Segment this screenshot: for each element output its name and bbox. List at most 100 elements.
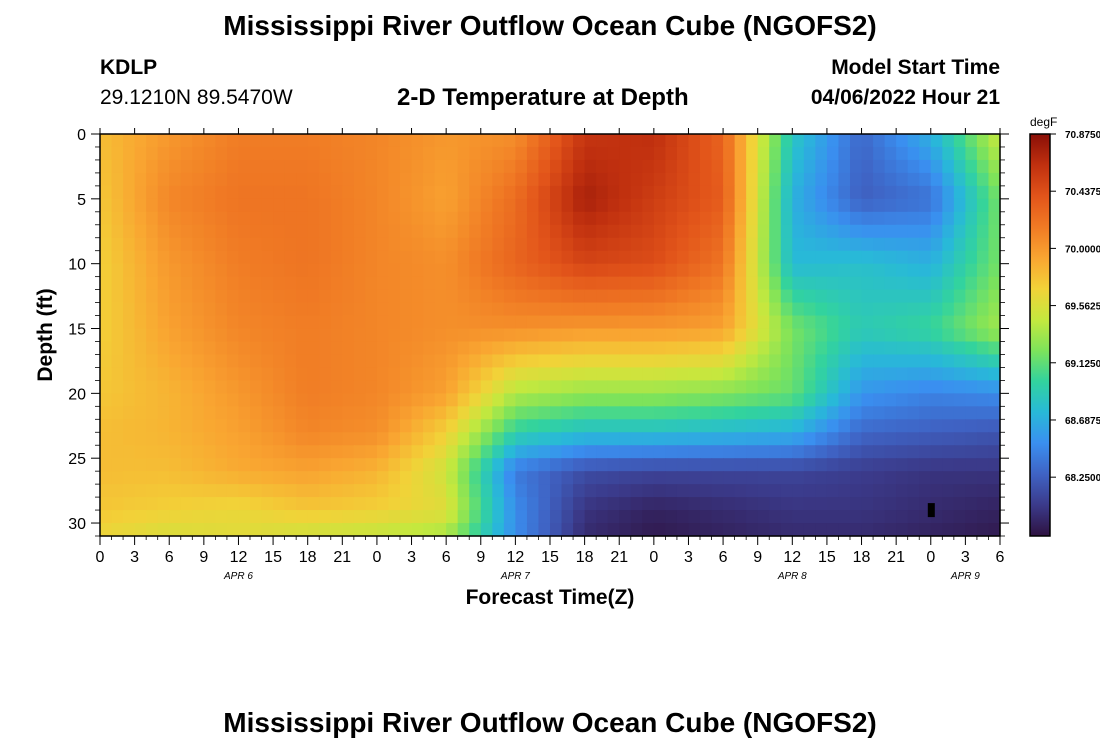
heatmap-cell bbox=[457, 172, 470, 187]
heatmap-cell bbox=[953, 341, 966, 356]
heatmap-cell bbox=[123, 458, 136, 472]
heatmap-cell bbox=[226, 523, 240, 537]
heatmap-cell bbox=[988, 302, 1001, 317]
heatmap-cell bbox=[215, 289, 228, 304]
heatmap-cell bbox=[215, 471, 228, 485]
heatmap-cell bbox=[838, 419, 851, 433]
heatmap-cell bbox=[850, 211, 863, 226]
heatmap-cell bbox=[723, 354, 736, 369]
heatmap-cell bbox=[111, 198, 124, 213]
heatmap-cell bbox=[792, 134, 805, 148]
heatmap-cell bbox=[157, 159, 170, 174]
heatmap-cell bbox=[896, 458, 909, 472]
heatmap-cell bbox=[642, 289, 655, 304]
heatmap-cell bbox=[607, 185, 620, 200]
heatmap-cell bbox=[434, 471, 447, 485]
heatmap-cell bbox=[469, 484, 482, 498]
heatmap-cell bbox=[573, 471, 586, 485]
heatmap-cell bbox=[953, 432, 966, 446]
heatmap-cell bbox=[457, 432, 470, 446]
heatmap-cell bbox=[619, 276, 632, 291]
heatmap-cell bbox=[988, 185, 1001, 200]
heatmap-cell bbox=[826, 185, 840, 200]
heatmap-cell bbox=[250, 146, 263, 161]
heatmap-cell bbox=[676, 289, 690, 304]
heatmap-cell bbox=[238, 354, 251, 369]
heatmap-cell bbox=[100, 237, 113, 252]
heatmap-cell bbox=[850, 134, 863, 148]
heatmap-cell bbox=[480, 289, 493, 304]
heatmap-cell bbox=[942, 146, 955, 161]
heatmap-cell bbox=[803, 445, 816, 459]
heatmap-cell bbox=[665, 315, 678, 330]
heatmap-cell bbox=[492, 315, 505, 330]
heatmap-cell bbox=[584, 510, 597, 524]
heatmap-cell bbox=[884, 289, 897, 304]
heatmap-cell bbox=[619, 315, 632, 330]
heatmap-cell bbox=[365, 302, 378, 317]
heatmap-cell bbox=[919, 341, 932, 356]
heatmap-cell bbox=[584, 380, 597, 394]
heatmap-cell bbox=[434, 185, 447, 200]
heatmap-cell bbox=[803, 367, 816, 381]
heatmap-cell bbox=[642, 146, 655, 161]
heatmap-cell bbox=[180, 458, 193, 472]
heatmap-cell bbox=[826, 419, 840, 433]
colorbar-gradient bbox=[1029, 133, 1051, 537]
heatmap-cell bbox=[688, 185, 701, 200]
heatmap-cell bbox=[919, 224, 932, 239]
heatmap-cell bbox=[353, 406, 366, 420]
heatmap-cell bbox=[826, 263, 840, 278]
heatmap-cell bbox=[515, 146, 528, 161]
heatmap-cell bbox=[942, 471, 955, 485]
heatmap-cell bbox=[734, 302, 747, 317]
heatmap-cell bbox=[330, 224, 343, 239]
heatmap-cell bbox=[215, 302, 228, 317]
heatmap-cell bbox=[942, 367, 955, 381]
heatmap-cell bbox=[111, 445, 124, 459]
heatmap-cell bbox=[688, 432, 701, 446]
heatmap-cell bbox=[665, 406, 678, 420]
heatmap-cell bbox=[261, 134, 274, 148]
heatmap-cell bbox=[388, 367, 401, 381]
heatmap-cell bbox=[284, 328, 297, 343]
heatmap-cell bbox=[446, 419, 459, 433]
heatmap-cell bbox=[307, 185, 320, 200]
heatmap-cell bbox=[515, 263, 528, 278]
heatmap-cell bbox=[123, 367, 136, 381]
heatmap-cell bbox=[700, 393, 713, 407]
heatmap-cell bbox=[261, 458, 274, 472]
heatmap-cell bbox=[653, 406, 666, 420]
heatmap-cell bbox=[734, 185, 747, 200]
heatmap-cell bbox=[215, 497, 228, 511]
heatmap-cell bbox=[388, 497, 401, 511]
heatmap-cell bbox=[953, 250, 966, 265]
heatmap-cell bbox=[238, 315, 251, 330]
heatmap-cell bbox=[815, 523, 828, 537]
heatmap-cell bbox=[446, 367, 459, 381]
heatmap-cell bbox=[573, 172, 586, 187]
heatmap-cell bbox=[503, 237, 516, 252]
heatmap-cell bbox=[896, 523, 909, 537]
heatmap-cell bbox=[365, 315, 378, 330]
heatmap-cell bbox=[180, 302, 193, 317]
heatmap-cell bbox=[515, 458, 528, 472]
heatmap-cell bbox=[180, 263, 193, 278]
heatmap-cell bbox=[919, 354, 932, 369]
heatmap-cell bbox=[907, 224, 920, 239]
heatmap-cell bbox=[192, 458, 205, 472]
heatmap-cell bbox=[919, 432, 932, 446]
heatmap-cell bbox=[711, 328, 724, 343]
heatmap-cell bbox=[780, 406, 793, 420]
heatmap-cell bbox=[815, 134, 828, 148]
heatmap-cell bbox=[815, 198, 828, 213]
heatmap-cell bbox=[688, 211, 701, 226]
heatmap-cell bbox=[250, 445, 263, 459]
heatmap-cell bbox=[653, 276, 666, 291]
heatmap-cell bbox=[757, 432, 770, 446]
heatmap-cell bbox=[226, 328, 240, 343]
heatmap-cell bbox=[203, 276, 216, 291]
heatmap-cell bbox=[203, 263, 216, 278]
heatmap-cell bbox=[515, 198, 528, 213]
heatmap-cell bbox=[942, 406, 955, 420]
